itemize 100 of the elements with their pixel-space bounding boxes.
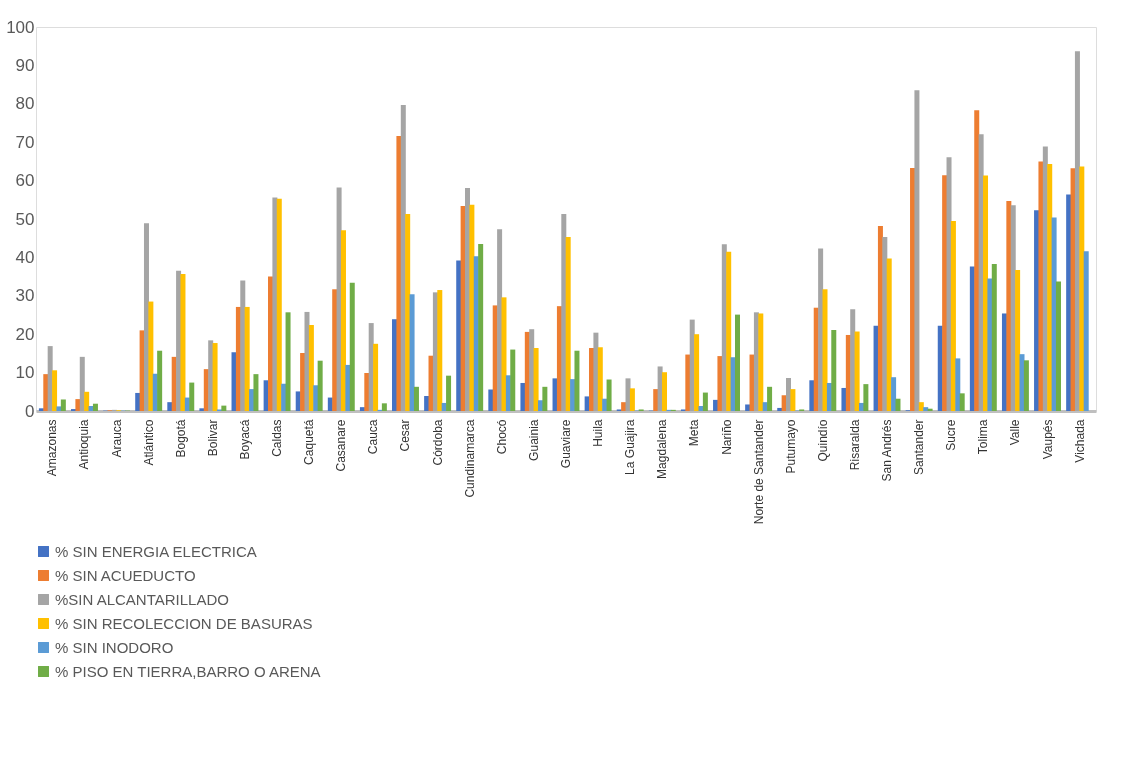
x-tick-label: Nariño [719,419,734,455]
bar [501,297,507,411]
bar [520,382,526,411]
bar [790,389,796,411]
x-tick-label: Valle [1008,419,1023,446]
bar [987,278,993,411]
y-tick-label: 100 [6,17,35,37]
x-tick-label: Santander [912,419,927,475]
bar [914,90,920,411]
x-tick-label: Bolivar [205,419,220,457]
bar [886,258,892,411]
bar [621,402,627,411]
bar [446,375,452,411]
x-tick-label: Vaupés [1040,419,1055,460]
bar [1023,360,1029,411]
bar [831,329,837,411]
bar [950,220,956,411]
bar [629,388,635,411]
bar [1015,270,1021,411]
bar [240,280,246,411]
bar [1055,281,1061,411]
x-tick-label: Casanare [334,419,349,472]
bar [542,386,548,411]
bar [974,110,980,411]
bar [1083,251,1089,411]
bar [135,392,141,411]
bar [809,380,815,411]
x-tick-label: Vichada [1072,419,1087,463]
bar [413,386,419,411]
x-tick-label: Caquetá [302,419,317,465]
bar [56,406,62,411]
x-tick-label: Boyacá [237,419,252,460]
bar [212,343,218,411]
bar [745,404,751,411]
bar [565,237,571,411]
bar [891,377,897,411]
bar [685,354,691,411]
bar [854,331,860,411]
bar [717,356,723,411]
x-tick-label: Antioquia [77,419,92,470]
bar [662,372,667,411]
bar [726,251,732,411]
bar [767,386,773,411]
bar [60,399,66,411]
bar [841,387,847,411]
bar [478,243,484,411]
x-tick-label: Arauca [109,419,124,458]
x-tick-label: Atlántico [141,419,156,466]
bar [189,382,195,411]
bar [157,350,163,411]
bar [148,301,154,411]
bar [469,204,475,411]
bar [272,197,278,411]
bar [777,407,783,411]
legend-label: % SIN ENERGIA ELECTRICA [55,542,257,560]
bar [253,374,259,411]
y-tick-label: 0 [25,401,35,421]
bar [84,391,90,411]
bar [424,396,430,411]
bar [456,260,462,411]
bar [863,384,869,411]
x-tick-label: Córdoba [430,419,445,466]
bar [1079,166,1085,411]
bar [396,136,402,411]
bar [308,324,314,411]
y-tick-label: 70 [15,132,35,152]
bar [822,289,828,411]
bar [606,379,612,411]
bar [304,311,310,411]
bar [818,248,824,411]
bar [895,398,901,411]
x-tick-label: Sucre [944,419,959,451]
bar [52,370,58,411]
bar [281,383,287,411]
bar [317,360,323,411]
bar [373,343,379,411]
legend-label: % SIN RECOLECCION DE BASURAS [55,614,313,632]
bar [1006,200,1012,411]
x-tick-label: Amazonas [45,419,60,477]
bar [698,406,704,411]
bar [597,347,603,411]
bar [942,175,948,411]
x-tick-label: San Andrés [880,419,895,482]
bar [758,313,764,411]
y-tick-label: 50 [15,209,35,229]
bar [340,230,346,411]
x-tick-label: Guainia [526,419,541,461]
bar [850,309,856,411]
bar [1038,161,1044,411]
y-tick-label: 40 [15,247,35,267]
x-tick-label: Putumayo [783,419,798,474]
bar [1047,164,1053,411]
bar [533,348,539,411]
bar [409,294,415,411]
x-tick-label: Meta [687,419,702,447]
legend-label: % SIN INODORO [55,638,174,656]
x-tick-label: Guaviare [559,419,573,469]
legend-label: % PISO EN TIERRA,BARRO O ARENA [55,662,321,680]
x-tick-label: Quindío [815,419,830,462]
bar [734,314,740,411]
